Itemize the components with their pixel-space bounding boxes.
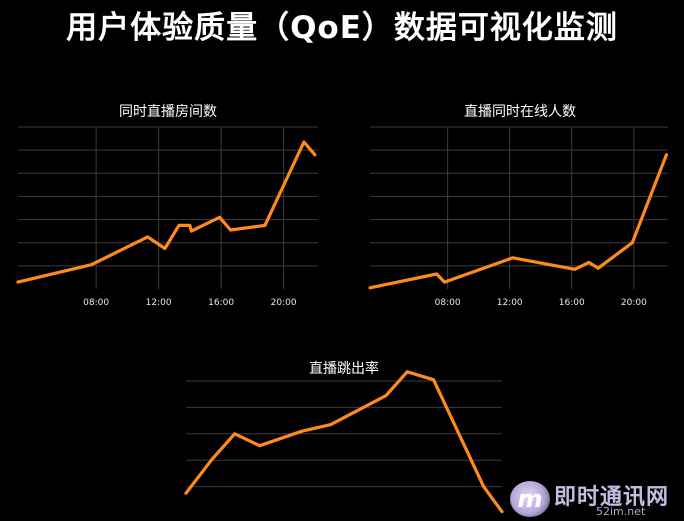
x-tick-label: 08:00: [435, 298, 461, 308]
data-point: [302, 140, 306, 144]
chart-title-rooms: 同时直播房间数: [119, 104, 217, 120]
data-point: [432, 378, 435, 382]
data-point: [405, 370, 409, 374]
data-point: [163, 247, 167, 250]
data-point: [233, 432, 237, 436]
data-point: [435, 272, 439, 276]
x-tick-label: 16:00: [208, 298, 234, 308]
data-point: [190, 229, 193, 233]
data-point: [368, 286, 372, 290]
watermark-url: 52im.net: [596, 505, 646, 518]
data-point: [300, 429, 304, 433]
x-tick-label: 12:00: [497, 298, 523, 308]
data-point: [184, 491, 188, 495]
data-point: [596, 266, 600, 270]
data-point: [210, 457, 214, 461]
data-point: [90, 263, 93, 267]
data-point: [443, 280, 446, 284]
series-line-concurrent-viewers: [368, 153, 669, 290]
data-point: [188, 223, 192, 227]
data-point: [263, 223, 267, 227]
x-tick-label: 16:00: [559, 298, 585, 308]
watermark-text: 即时通讯网: [554, 485, 670, 510]
watermark-logo: m: [510, 481, 550, 517]
data-point: [587, 260, 591, 264]
data-point: [16, 280, 20, 284]
data-point: [482, 485, 485, 488]
data-point: [218, 215, 221, 219]
data-point: [630, 241, 634, 245]
data-point: [177, 223, 181, 227]
page-title: 用户体验质量（QoE）数据可视化监测: [66, 10, 618, 46]
chart-title-abandon-rate: 直播跳出率: [309, 361, 379, 377]
data-point: [511, 256, 515, 260]
x-tick-label: 12:00: [146, 298, 172, 308]
data-point: [313, 153, 317, 157]
chart-title-concurrent-viewers: 直播同时在线人数: [464, 104, 576, 120]
data-point: [665, 153, 668, 157]
data-point: [146, 235, 150, 239]
data-point: [384, 394, 388, 397]
data-point: [258, 444, 262, 448]
x-tick-label: 20:00: [621, 298, 647, 308]
series-line-rooms: [16, 140, 317, 284]
data-point: [329, 423, 333, 426]
data-point: [229, 228, 232, 232]
series-line-abandon-rate: [184, 370, 504, 514]
x-tick-label: 20:00: [271, 298, 297, 308]
watermark: m 即时通讯网 52im.net: [510, 479, 680, 519]
data-point: [500, 510, 504, 514]
x-tick-label: 08:00: [83, 298, 109, 308]
data-point: [573, 267, 577, 271]
